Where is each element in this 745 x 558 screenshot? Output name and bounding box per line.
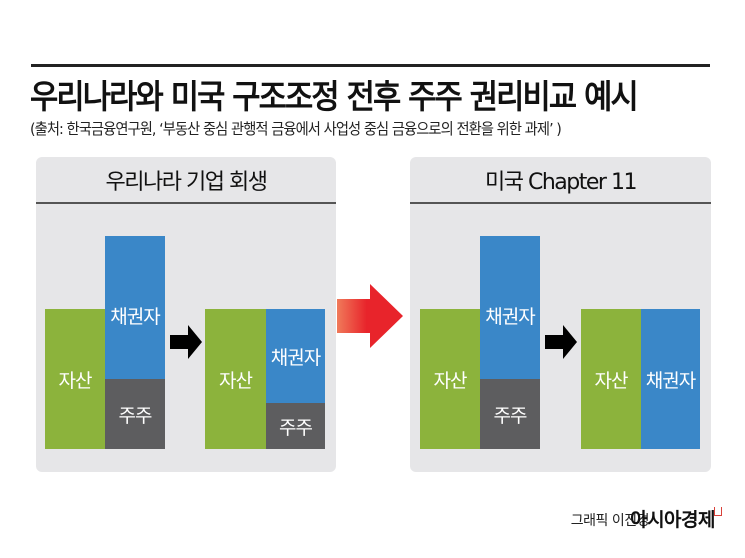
creditors-label: 채권자 bbox=[485, 306, 535, 328]
shareholders-label: 주주 bbox=[493, 404, 528, 427]
creditors-label: 채권자 bbox=[645, 369, 696, 392]
creditors-bar: 채권자 bbox=[641, 309, 700, 449]
black-right-arrow-icon bbox=[545, 325, 577, 359]
panel-us: 미국 Chapter 11 자산 채권자 주주 자산 채권자 bbox=[410, 157, 711, 472]
assets-label: 자산 bbox=[433, 369, 468, 392]
assets-label: 자산 bbox=[219, 369, 253, 392]
creditors-bar: 채권자 bbox=[480, 236, 540, 379]
shareholders-bar: 주주 bbox=[480, 379, 540, 449]
panel-title-korea: 우리나라 기업 회생 bbox=[36, 157, 336, 204]
brand-mark-icon bbox=[714, 507, 722, 516]
assets-label: 자산 bbox=[58, 369, 93, 392]
creditors-label: 채권자 bbox=[110, 306, 160, 328]
panel-title-us: 미국 Chapter 11 bbox=[410, 157, 711, 204]
assets-bar: 자산 bbox=[45, 309, 105, 449]
black-right-arrow-icon bbox=[170, 325, 202, 359]
brand-logo: 아시아경제 bbox=[630, 509, 715, 531]
page-title: 우리나라와 미국 구조조정 전후 주주 권리비교 예시 bbox=[30, 77, 639, 116]
assets-bar: 자산 bbox=[420, 309, 480, 449]
assets-bar: 자산 bbox=[581, 309, 641, 449]
shareholders-bar: 주주 bbox=[266, 403, 325, 449]
red-right-arrow-icon bbox=[337, 284, 403, 348]
shareholders-bar: 주주 bbox=[105, 379, 165, 449]
top-rule bbox=[31, 64, 710, 67]
source-note: (출처: 한국금융연구원, ‘부동산 중심 관행적 금융에서 사업성 중심 금융… bbox=[30, 120, 562, 138]
creditors-label: 채권자 bbox=[270, 346, 321, 369]
panel-korea: 우리나라 기업 회생 자산 채권자 주주 자산 채권자 주주 bbox=[36, 157, 336, 472]
assets-bar: 자산 bbox=[205, 309, 266, 449]
creditors-bar: 채권자 bbox=[266, 309, 325, 403]
graphic-credit: 그래픽 이진경 bbox=[570, 513, 650, 529]
creditors-bar: 채권자 bbox=[105, 236, 165, 379]
shareholders-label: 주주 bbox=[279, 416, 313, 439]
assets-label: 자산 bbox=[594, 369, 629, 392]
shareholders-label: 주주 bbox=[118, 404, 153, 427]
